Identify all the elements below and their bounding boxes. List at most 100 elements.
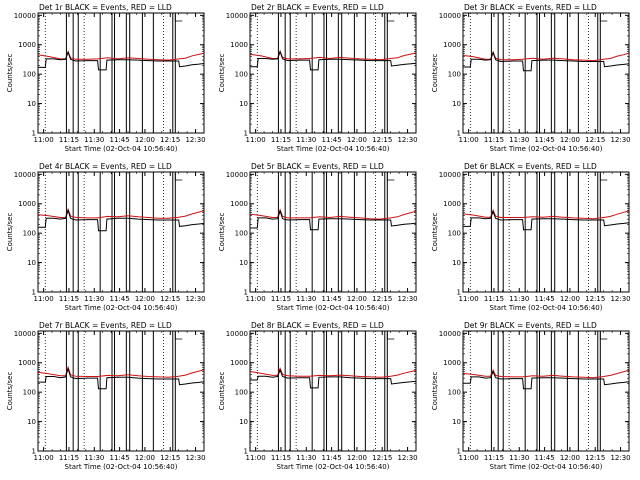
- plot-title: Det 3r BLACK = Events, RED = LLD: [464, 3, 597, 12]
- x-tick-label: 12:00: [560, 454, 580, 462]
- x-tick-label: 12:00: [135, 295, 155, 303]
- saturation-mark: [174, 173, 183, 181]
- x-tick-label: 11:30: [509, 454, 529, 462]
- plot-title: Det 5r BLACK = Events, RED = LLD: [251, 162, 384, 171]
- y-tick-label: 10: [239, 418, 248, 426]
- x-tick-label: 11:15: [59, 295, 79, 303]
- x-tick-label: 12:30: [185, 295, 205, 303]
- x-tick-label: 11:30: [509, 295, 529, 303]
- x-axis-label: Start Time (02-Oct-04 10:56:40): [65, 304, 178, 312]
- y-tick-label: 10000: [14, 330, 36, 338]
- y-axis-label: Counts/sec: [431, 213, 439, 252]
- x-tick-label: 11:45: [321, 295, 341, 303]
- lld-series-line: [463, 368, 630, 379]
- y-tick-label: 1000: [18, 41, 36, 49]
- y-axis-label: Counts/sec: [218, 372, 226, 411]
- y-tick-label: 100: [23, 389, 36, 397]
- y-tick-label: 1000: [18, 200, 36, 208]
- events-series-line: [463, 370, 630, 390]
- detector-plot-4: Det 4r BLACK = Events, RED = LLD 1 10 100 10…: [6, 162, 206, 312]
- y-tick-label: 10: [27, 100, 36, 108]
- plot-frame: [37, 330, 205, 452]
- y-tick-label: 10: [27, 418, 36, 426]
- x-tick-label: 11:30: [296, 454, 316, 462]
- events-series-line: [463, 210, 630, 231]
- events-series-line: [38, 208, 205, 232]
- y-tick-label: 1: [457, 448, 461, 456]
- y-tick-label: 1000: [443, 200, 461, 208]
- saturation-mark: [386, 173, 395, 181]
- x-tick-label: 12:15: [160, 454, 180, 462]
- y-axis-label: Counts/sec: [218, 54, 226, 93]
- x-tick-label: 11:45: [534, 295, 554, 303]
- y-tick-label: 10000: [226, 171, 248, 179]
- x-tick-label: 12:00: [347, 454, 367, 462]
- x-tick-label: 12:30: [397, 136, 417, 144]
- plot-title: Det 4r BLACK = Events, RED = LLD: [39, 162, 172, 171]
- x-tick-label: 11:30: [84, 454, 104, 462]
- x-tick-label: 12:15: [372, 454, 392, 462]
- x-tick-label: 12:15: [372, 136, 392, 144]
- y-tick-label: 100: [23, 71, 36, 79]
- y-tick-label: 10: [452, 418, 461, 426]
- y-tick-label: 1000: [443, 41, 461, 49]
- events-series-line: [38, 367, 205, 390]
- saturation-mark: [174, 14, 183, 22]
- y-tick-label: 1000: [443, 359, 461, 367]
- x-tick-label: 12:15: [160, 136, 180, 144]
- detector-plot-7: Det 7r BLACK = Events, RED = LLD 1 10 100 10…: [6, 321, 206, 471]
- y-tick-label: 1: [457, 130, 461, 138]
- saturation-mark: [599, 332, 608, 340]
- x-tick-label: 12:00: [135, 136, 155, 144]
- x-tick-label: 11:00: [34, 136, 54, 144]
- detector-plot-6: Det 6r BLACK = Events, RED = LLD 1 10 100 10…: [431, 162, 631, 312]
- x-axis-label: Start Time (02-Oct-04 10:56:40): [65, 145, 178, 153]
- plot-frame: [462, 12, 630, 134]
- x-tick-label: 11:00: [459, 295, 479, 303]
- y-tick-label: 100: [23, 230, 36, 238]
- y-axis-label: Counts/sec: [218, 213, 226, 252]
- lld-series-line: [250, 208, 417, 220]
- x-tick-label: 11:00: [34, 454, 54, 462]
- x-tick-label: 12:00: [347, 295, 367, 303]
- x-tick-label: 11:00: [34, 295, 54, 303]
- y-tick-label: 10: [239, 259, 248, 267]
- x-tick-label: 12:30: [610, 136, 630, 144]
- x-tick-label: 11:00: [246, 295, 266, 303]
- lld-series-line: [250, 367, 417, 378]
- x-tick-label: 11:45: [321, 136, 341, 144]
- y-tick-label: 10000: [439, 12, 461, 20]
- y-tick-label: 10000: [439, 171, 461, 179]
- x-tick-label: 11:00: [246, 454, 266, 462]
- x-tick-label: 11:00: [459, 454, 479, 462]
- detector-plot-3: Det 3r BLACK = Events, RED = LLD 1 10 100 10…: [431, 3, 631, 153]
- y-tick-label: 10: [27, 259, 36, 267]
- plot-frame: [462, 171, 630, 293]
- detector-plot-5: Det 5r BLACK = Events, RED = LLD 1 10 100 10…: [218, 162, 418, 312]
- x-tick-label: 11:45: [109, 136, 129, 144]
- x-tick-label: 11:30: [296, 295, 316, 303]
- x-tick-label: 11:45: [109, 295, 129, 303]
- x-tick-label: 11:15: [271, 454, 291, 462]
- x-tick-label: 11:15: [59, 136, 79, 144]
- y-tick-label: 1000: [230, 41, 248, 49]
- y-tick-label: 100: [448, 71, 461, 79]
- lld-series-line: [463, 50, 630, 62]
- plot-frame: [249, 330, 417, 452]
- x-tick-label: 12:15: [585, 454, 605, 462]
- y-tick-label: 1: [32, 289, 36, 297]
- x-axis-label: Start Time (02-Oct-04 10:56:40): [65, 463, 178, 471]
- x-tick-label: 12:15: [160, 295, 180, 303]
- y-tick-label: 100: [448, 389, 461, 397]
- y-tick-label: 1: [244, 130, 248, 138]
- x-axis-label: Start Time (02-Oct-04 10:56:40): [277, 304, 390, 312]
- y-axis-label: Counts/sec: [6, 213, 14, 252]
- y-tick-label: 10000: [226, 12, 248, 20]
- x-tick-label: 12:30: [610, 295, 630, 303]
- x-tick-label: 11:30: [84, 136, 104, 144]
- plot-frame: [462, 330, 630, 452]
- plot-frame: [249, 12, 417, 134]
- y-tick-label: 1: [244, 448, 248, 456]
- plot-title: Det 2r BLACK = Events, RED = LLD: [251, 3, 384, 12]
